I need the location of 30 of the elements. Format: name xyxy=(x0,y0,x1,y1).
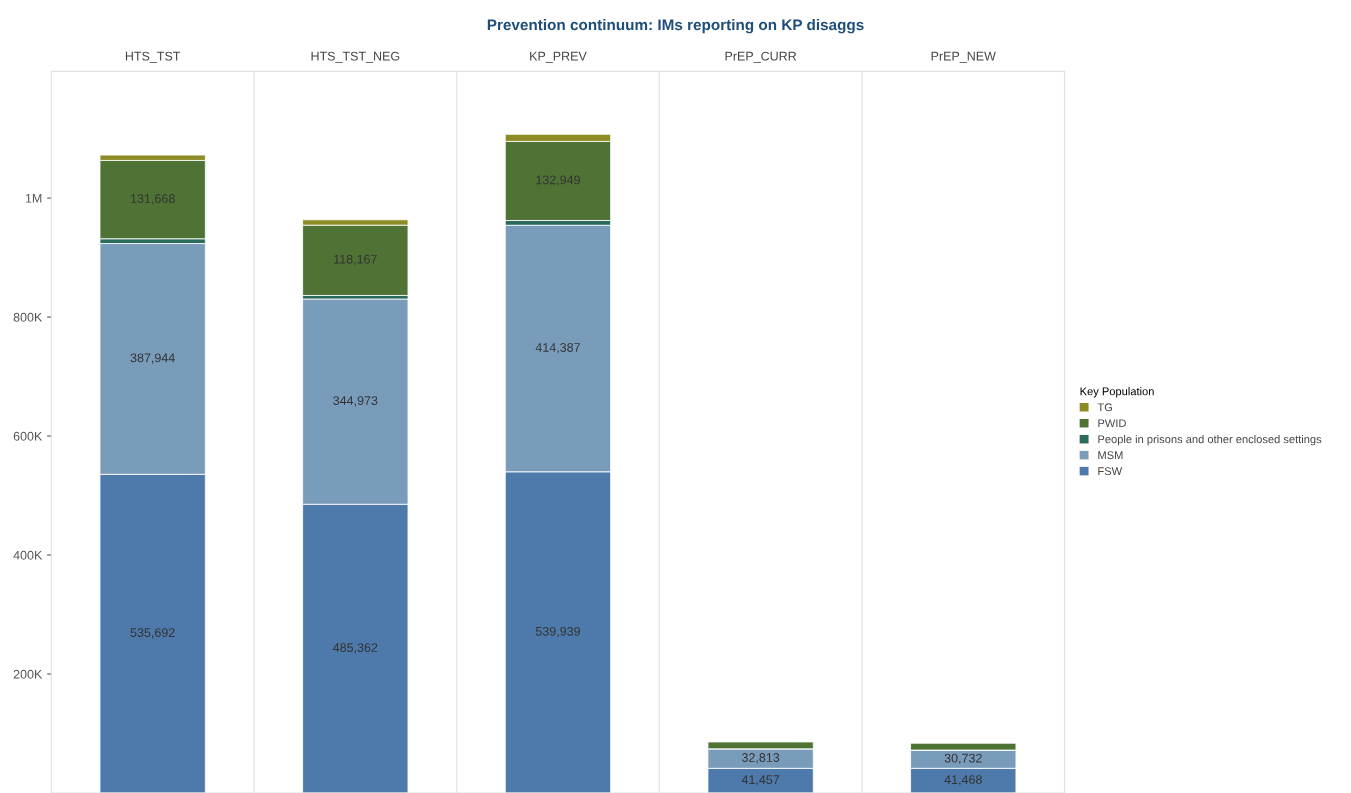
data-label: 535,692 xyxy=(130,628,175,639)
data-label: 41,468 xyxy=(944,775,982,786)
x-tick-label: PrEP_NEW xyxy=(931,51,996,63)
data-label: 344,973 xyxy=(333,396,378,407)
x-tick-label: HTS_TST xyxy=(125,51,181,63)
y-tick-label: 400K xyxy=(13,550,43,560)
chart-title: Prevention continuum: IMs reporting on KP disaggs xyxy=(487,19,864,34)
x-tick-label: KP_PREV xyxy=(530,51,587,63)
data-label: 485,362 xyxy=(333,643,378,654)
data-label: 132,949 xyxy=(536,175,580,186)
legend-label: People in prisons and other enclosed settings xyxy=(1098,434,1322,446)
data-label: 30,732 xyxy=(944,753,982,765)
data-label: 387,944 xyxy=(130,353,175,364)
legend-label: TG xyxy=(1097,403,1113,412)
data-label: 118,167 xyxy=(334,254,377,266)
y-tick-label: 200K xyxy=(13,669,43,679)
y-tick-label: 600K xyxy=(13,431,43,441)
x-tick-label: PrEP_CURR xyxy=(725,51,797,63)
legend-label: PWID xyxy=(1098,419,1126,428)
data-label: 41,457 xyxy=(741,775,780,786)
y-tick-label: 1M xyxy=(25,194,42,203)
legend-label: FSW xyxy=(1098,467,1123,476)
legend-label: MSM xyxy=(1098,451,1123,460)
y-tick-label: 800K xyxy=(13,312,43,322)
x-tick-label: HTS_TST_NEG xyxy=(311,51,400,63)
legend-title: Key Population xyxy=(1080,387,1154,398)
data-label: 131,668 xyxy=(131,194,175,205)
data-label: 539,939 xyxy=(535,626,580,638)
data-label: 414,387 xyxy=(535,343,580,354)
data-label: 32,813 xyxy=(741,753,780,764)
